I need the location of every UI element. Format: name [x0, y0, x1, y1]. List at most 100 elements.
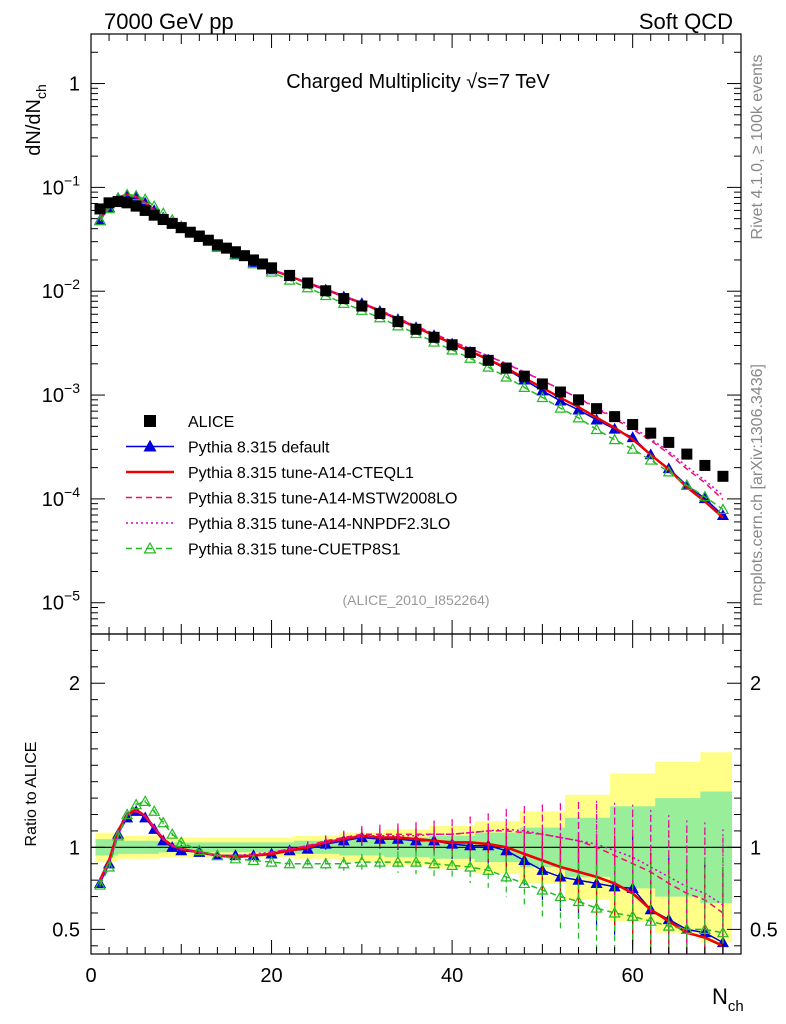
series-marker	[662, 465, 675, 477]
data-point	[320, 285, 332, 297]
data-point	[166, 217, 178, 229]
series-marker	[536, 391, 549, 403]
data-point	[238, 250, 250, 262]
ratio-y-tick-label: 2	[69, 673, 80, 695]
data-point	[157, 214, 169, 226]
series-marker	[608, 433, 621, 445]
legend-label: Pythia 8.315 tune-A14-NNPDF2.3LO	[188, 516, 450, 533]
data-point	[518, 370, 530, 382]
ratio-y-tick-label-right: 1	[750, 837, 761, 859]
ratio-y-tick-label-right: 0.5	[750, 919, 778, 941]
ratio-marker	[301, 857, 314, 869]
data-point	[645, 427, 657, 439]
y-tick-exponent: −5	[64, 588, 80, 604]
ratio-marker	[391, 855, 404, 867]
data-point	[220, 242, 232, 254]
series-marker	[554, 394, 567, 406]
main-y-axis: 110−110−210−310−410−5	[42, 33, 741, 627]
data-point	[392, 316, 404, 328]
data-point	[536, 378, 548, 390]
ratio-marker	[175, 836, 188, 848]
legend-label: Pythia 8.315 tune-A14-MSTW2008LO	[188, 491, 457, 508]
ratio-marker	[94, 878, 107, 890]
y-tick-exponent: −1	[64, 172, 80, 188]
ratio-marker	[355, 855, 368, 867]
ratio-marker	[193, 844, 206, 856]
ratio-marker	[536, 883, 549, 895]
series-marker	[554, 401, 567, 413]
x-tick-label: 0	[85, 965, 96, 987]
y-tick-exponent: −2	[64, 276, 80, 292]
chart-title: Charged Multiplicity √s=7 TeV	[286, 71, 550, 93]
y-tick-label: 10−4	[42, 484, 80, 511]
legend-label: Pythia 8.315 tune-CUETP8S1	[188, 542, 401, 559]
data-point	[121, 197, 133, 209]
ratio-marker	[373, 855, 386, 867]
analysis-tag: (ALICE_2010_I852264)	[342, 592, 489, 608]
data-point	[112, 196, 124, 208]
x-tick-label: 40	[441, 965, 463, 987]
data-point	[428, 331, 440, 343]
ratio-marker	[464, 860, 477, 872]
series-marker	[572, 411, 585, 423]
y-tick-mantissa: 10	[42, 385, 64, 407]
x-axis-label: Nch	[712, 984, 744, 1015]
data-point	[211, 239, 223, 251]
ratio-marker	[148, 804, 161, 816]
data-point	[94, 203, 106, 215]
data-point	[103, 197, 115, 209]
data-point	[699, 459, 711, 471]
series-marker	[716, 503, 729, 515]
main-panel: 110−110−210−310−410−5 Charged Multiplici…	[23, 33, 742, 635]
y-tick-mantissa: 10	[42, 177, 64, 199]
data-point	[148, 209, 160, 221]
series-marker	[482, 360, 495, 372]
series-marker	[698, 490, 711, 502]
series-marker	[590, 423, 603, 435]
ratio-y-tick-label: 1	[69, 837, 80, 859]
data-point	[139, 204, 151, 216]
data-point	[130, 200, 142, 212]
data-point	[356, 300, 368, 312]
y-tick-mantissa: 10	[42, 593, 64, 615]
ratio-plot-area	[91, 752, 741, 954]
ratio-marker	[139, 795, 152, 806]
series-marker	[130, 189, 143, 201]
series-marker	[94, 214, 107, 226]
data-point	[554, 386, 566, 398]
data-point	[302, 277, 314, 289]
y-tick-exponent: −3	[64, 380, 80, 396]
legend: ALICE Pythia 8.315 default Pythia 8.315 tu…	[126, 414, 457, 559]
ratio-marker	[428, 857, 441, 869]
legend-label: ALICE	[188, 414, 234, 431]
ratio-marker	[680, 923, 693, 934]
x-tick-label: 60	[622, 965, 644, 987]
mcplots-label: mcplots.cern.ch [arXiv:1306.3436]	[749, 364, 766, 606]
ratio-marker	[121, 808, 134, 820]
data-point	[464, 346, 476, 358]
data-point	[266, 262, 278, 274]
y-tick-label: 10−2	[42, 276, 80, 303]
data-point	[248, 254, 259, 266]
ratio-marker	[319, 857, 332, 869]
series-marker	[680, 479, 693, 490]
ratio-marker	[716, 926, 729, 938]
y-tick-mantissa: 10	[42, 489, 64, 511]
ratio-marker	[265, 855, 278, 867]
y-axis-label-main: dN/dN	[23, 99, 45, 156]
data-point	[284, 269, 296, 281]
ratio-marker	[247, 854, 260, 866]
data-point	[482, 354, 494, 366]
legend-label: Pythia 8.315 tune-A14-CTEQL1	[188, 465, 414, 482]
ratio-panel: 2 2 1 1 0.5 0.5 0 20 40 60 Ratio to ALICE Nch	[23, 633, 778, 1015]
ratio-marker	[554, 890, 567, 902]
data-point	[591, 403, 603, 415]
series-marker	[626, 442, 639, 454]
data-point	[374, 308, 386, 320]
ratio-marker	[229, 852, 242, 864]
data-point	[202, 234, 214, 246]
ratio-y-tick-label-right: 2	[750, 673, 761, 695]
ratio-marker	[337, 857, 350, 869]
ratio-marker	[662, 919, 675, 931]
x-axis-label-main: N	[712, 984, 728, 1009]
